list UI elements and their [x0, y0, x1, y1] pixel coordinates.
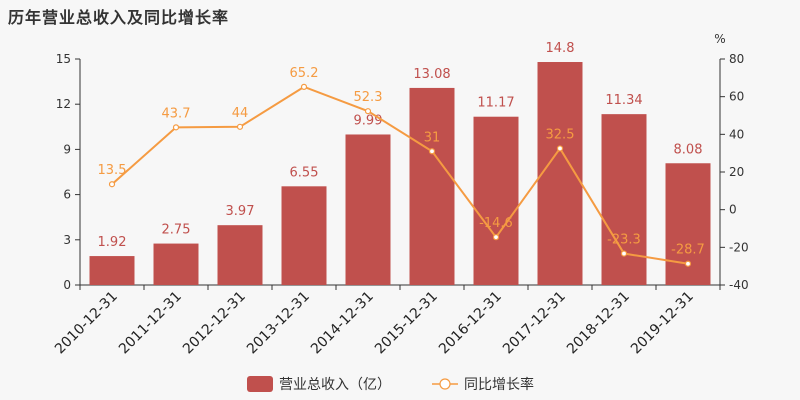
x-tick-label: 2017-12-31 [500, 289, 569, 358]
x-tick-label: 2012-12-31 [180, 289, 249, 358]
y-left-tick-label: 12 [56, 97, 71, 111]
growth-value-label: 44 [232, 106, 249, 121]
growth-point [428, 148, 436, 155]
legend-line-marker [439, 378, 451, 390]
x-tick-label: 2015-12-31 [372, 289, 441, 358]
y-right-tick-label: 0 [729, 203, 737, 217]
legend-line-label: 同比增长率 [464, 376, 534, 393]
bar-value-label: 14.8 [546, 41, 575, 56]
growth-point [236, 123, 244, 130]
x-tick-label: 2010-12-31 [52, 289, 121, 358]
bar [281, 186, 327, 285]
y-right-tick-label: 80 [729, 52, 744, 66]
legend-bar-label: 营业总收入（亿） [279, 377, 391, 393]
bar-value-label: 9.99 [354, 113, 383, 128]
growth-value-label: -23.3 [607, 233, 641, 248]
bar-value-label: 13.08 [413, 67, 450, 82]
growth-value-label: 13.5 [98, 163, 127, 178]
y-right-tick-label: -40 [729, 278, 749, 292]
bar [345, 134, 391, 285]
bar-value-label: 3.97 [226, 204, 255, 219]
y-right-tick-label: 20 [729, 165, 744, 179]
y-left-tick-label: 9 [63, 142, 71, 156]
y-right-tick-label: -20 [729, 240, 749, 254]
growth-point [620, 250, 628, 257]
bar-value-label: 11.17 [477, 96, 514, 111]
bar-value-label: 6.55 [290, 165, 319, 180]
legend-bar-swatch [247, 376, 273, 392]
x-tick-label: 2014-12-31 [308, 289, 377, 358]
bar [409, 87, 455, 285]
growth-point [172, 124, 180, 131]
bar-value-label: 11.34 [605, 93, 642, 108]
growth-point [684, 260, 692, 267]
bar-value-label: 1.92 [98, 235, 127, 250]
x-tick-label: 2018-12-31 [564, 289, 633, 358]
growth-point [364, 108, 372, 115]
growth-value-label: 65.2 [290, 66, 319, 81]
growth-point [492, 234, 500, 241]
growth-value-label: 32.5 [546, 127, 575, 142]
y-left-tick-label: 0 [63, 278, 71, 292]
bar [217, 225, 263, 285]
y-right-tick-label: 60 [729, 90, 744, 104]
x-tick-label: 2013-12-31 [244, 289, 313, 358]
bar [153, 243, 199, 285]
growth-value-label: 31 [424, 130, 441, 145]
x-tick-label: 2011-12-31 [116, 289, 185, 358]
bar [473, 116, 519, 286]
growth-line [111, 85, 689, 265]
growth-value-label: 43.7 [162, 106, 191, 121]
y-right-unit: % [714, 32, 725, 46]
x-tick-label: 2019-12-31 [628, 289, 697, 358]
y-left-tick-label: 15 [56, 52, 71, 66]
y-right-tick-label: 40 [729, 127, 744, 141]
bar-value-label: 2.75 [162, 223, 191, 238]
bar [601, 114, 647, 285]
chart-title: 历年营业总收入及同比增长率 [8, 8, 230, 27]
y-left-tick-label: 6 [63, 188, 71, 202]
growth-value-label: 52.3 [354, 90, 383, 105]
bar [89, 256, 135, 285]
y-left-tick-label: 3 [63, 233, 71, 247]
growth-point [556, 145, 564, 152]
growth-value-label: -28.7 [671, 243, 705, 258]
growth-point [300, 83, 308, 90]
x-tick-label: 2016-12-31 [436, 289, 505, 358]
growth-point [108, 181, 116, 188]
growth-value-label: -14.6 [479, 216, 513, 231]
bar-value-label: 8.08 [674, 142, 703, 157]
